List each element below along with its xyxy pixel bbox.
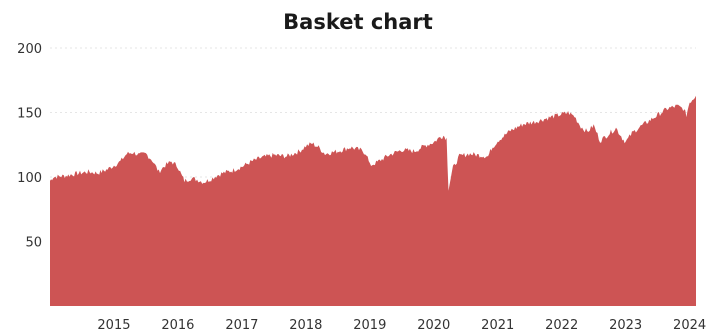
x-tick-label: 2020 <box>417 318 450 333</box>
y-tick-label: 150 <box>17 107 42 122</box>
area-series <box>50 95 696 306</box>
chart-title: Basket chart <box>283 10 433 34</box>
y-tick-label: 100 <box>17 171 42 186</box>
x-tick-label: 2023 <box>609 318 642 333</box>
area-series-0 <box>50 95 696 306</box>
x-tick-label: 2016 <box>161 318 194 333</box>
x-tick-label: 2015 <box>97 318 130 333</box>
x-tick-label: 2017 <box>225 318 258 333</box>
x-tick-label: 2021 <box>481 318 514 333</box>
x-tick-label: 2022 <box>545 318 578 333</box>
x-axis-ticks: 2015 2016 2017 2018 2019 2020 2021 2022 2023 2024 <box>97 318 706 333</box>
y-tick-label: 50 <box>25 236 42 251</box>
y-tick-label: 200 <box>17 42 42 57</box>
y-axis-ticks: 50 100 150 200 <box>17 42 42 251</box>
x-tick-label: 2018 <box>289 318 322 333</box>
x-tick-label: 2019 <box>353 318 386 333</box>
x-tick-label: 2024 <box>673 318 706 333</box>
